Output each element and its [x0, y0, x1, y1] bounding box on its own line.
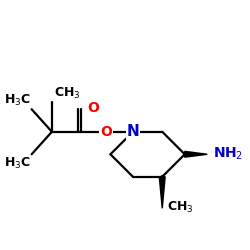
Polygon shape: [159, 177, 165, 208]
Text: NH$_2$: NH$_2$: [213, 146, 243, 162]
Text: H$_3$C: H$_3$C: [4, 156, 30, 170]
Text: N: N: [126, 124, 139, 139]
Polygon shape: [185, 151, 207, 157]
Text: CH$_3$: CH$_3$: [54, 86, 81, 101]
Text: O: O: [87, 101, 99, 115]
Text: O: O: [100, 125, 112, 139]
Text: CH$_3$: CH$_3$: [167, 200, 193, 215]
Text: H$_3$C: H$_3$C: [4, 93, 30, 108]
